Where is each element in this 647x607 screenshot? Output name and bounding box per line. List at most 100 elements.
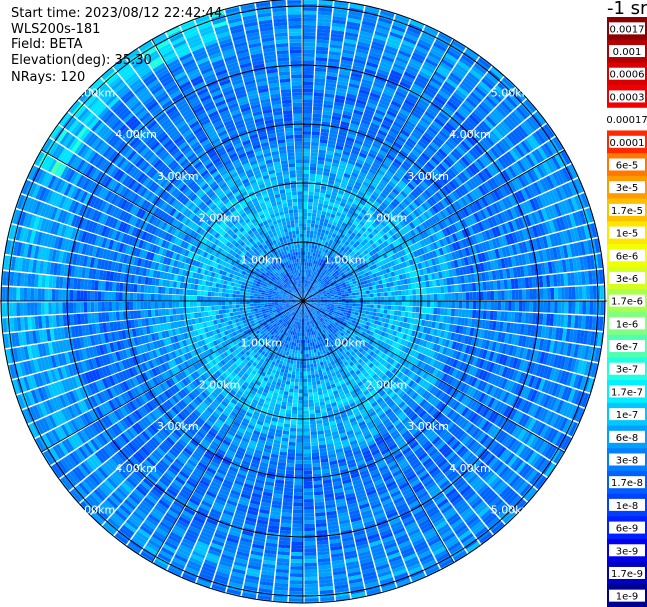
gate-cell (343, 235, 349, 241)
gate-cell (320, 251, 325, 256)
gate-cell (426, 54, 440, 65)
gate-cell (349, 123, 359, 130)
gate-cell (363, 112, 374, 119)
gate-cell (312, 124, 321, 129)
gate-cell (387, 150, 397, 159)
gate-cell (365, 65, 378, 72)
gate-cell (333, 218, 339, 224)
gate-cell (381, 92, 393, 101)
gate-cell (308, 187, 315, 192)
gate-cell (418, 119, 430, 129)
gate-cell (361, 287, 366, 292)
gate-cell (354, 55, 367, 62)
gate-cell (355, 217, 361, 224)
gate-cell (331, 26, 345, 32)
gate-cell (432, 99, 444, 109)
gate-cell (380, 292, 385, 297)
gate-cell (356, 158, 365, 165)
gate-cell (369, 149, 378, 156)
gate-cell (314, 78, 326, 83)
gate-cell (303, 173, 309, 178)
gate-cell (357, 190, 365, 197)
gate-cell (369, 304, 374, 309)
gate-cell (473, 63, 487, 75)
gate-cell (385, 82, 397, 91)
gate-cell (311, 138, 320, 143)
gate-cell (365, 212, 372, 219)
gate-cell (318, 7, 333, 13)
gate-cell (312, 117, 322, 122)
gate-cell (362, 17, 377, 24)
gate-cell (303, 42, 316, 47)
gate-cell (307, 284, 310, 288)
gate-cell (396, 87, 408, 96)
gate-cell (333, 229, 338, 235)
gate-cell (320, 214, 326, 219)
gate-cell (312, 384, 317, 389)
gate-cell (318, 0, 333, 6)
gate-cell (306, 237, 310, 242)
gate-cell (367, 171, 375, 178)
gate-cell (346, 162, 355, 169)
gate-cell (440, 301, 445, 308)
gate-cell (327, 140, 337, 146)
gate-cell (454, 89, 467, 100)
gate-cell (486, 301, 491, 310)
gate-cell (311, 352, 315, 357)
gate-cell (418, 39, 432, 48)
gate-cell (426, 307, 431, 314)
gate-cell (328, 239, 334, 245)
gate-cell (360, 27, 374, 34)
gate-cell (372, 308, 377, 313)
gate-cell (387, 167, 396, 175)
gate-cell (405, 68, 418, 77)
gate-cell (311, 274, 315, 279)
gate-cell (324, 89, 336, 95)
gate-cell (341, 294, 346, 297)
gate-cell (310, 227, 315, 232)
gate-cell (313, 195, 320, 200)
gate-cell (314, 85, 325, 90)
gate-cell (455, 63, 469, 74)
gate-cell (334, 295, 339, 298)
gate-cell (500, 311, 505, 322)
gate-cell (393, 286, 398, 291)
gate-cell (303, 0, 318, 4)
gate-cell (324, 261, 328, 266)
gate-cell (303, 39, 316, 43)
gate-cell (359, 199, 367, 206)
gate-cell (309, 173, 316, 178)
gate-cell (303, 131, 311, 135)
gate-cell (306, 287, 309, 292)
gate-cell (472, 291, 477, 301)
gate-cell (312, 267, 316, 272)
gate-cell (306, 287, 309, 292)
gate-cell (376, 292, 381, 297)
gate-cell (303, 152, 310, 157)
gate-cell (375, 312, 380, 317)
gate-cell (364, 203, 372, 210)
gate-cell (312, 209, 317, 214)
gate-cell (525, 301, 530, 312)
gate-cell (394, 14, 410, 23)
gate-cell (316, 210, 322, 215)
gate-cell (375, 27, 390, 35)
gate-cell (409, 152, 419, 161)
gate-cell (391, 24, 406, 33)
gate-cell (369, 47, 383, 55)
gate-cell (415, 77, 428, 86)
gate-cell (411, 283, 416, 289)
gate-cell (418, 70, 432, 80)
gate-cell (308, 184, 315, 189)
gate-cell (568, 301, 573, 314)
gate-cell (592, 301, 597, 315)
gate-cell (403, 143, 413, 152)
gate-cell (500, 290, 505, 300)
gate-cell (305, 287, 307, 291)
gate-cell (320, 276, 325, 280)
gate-cell (543, 288, 548, 300)
gate-cell (398, 301, 403, 306)
gate-cell (306, 283, 309, 288)
gate-cell (410, 110, 422, 120)
gate-cell (323, 252, 327, 257)
